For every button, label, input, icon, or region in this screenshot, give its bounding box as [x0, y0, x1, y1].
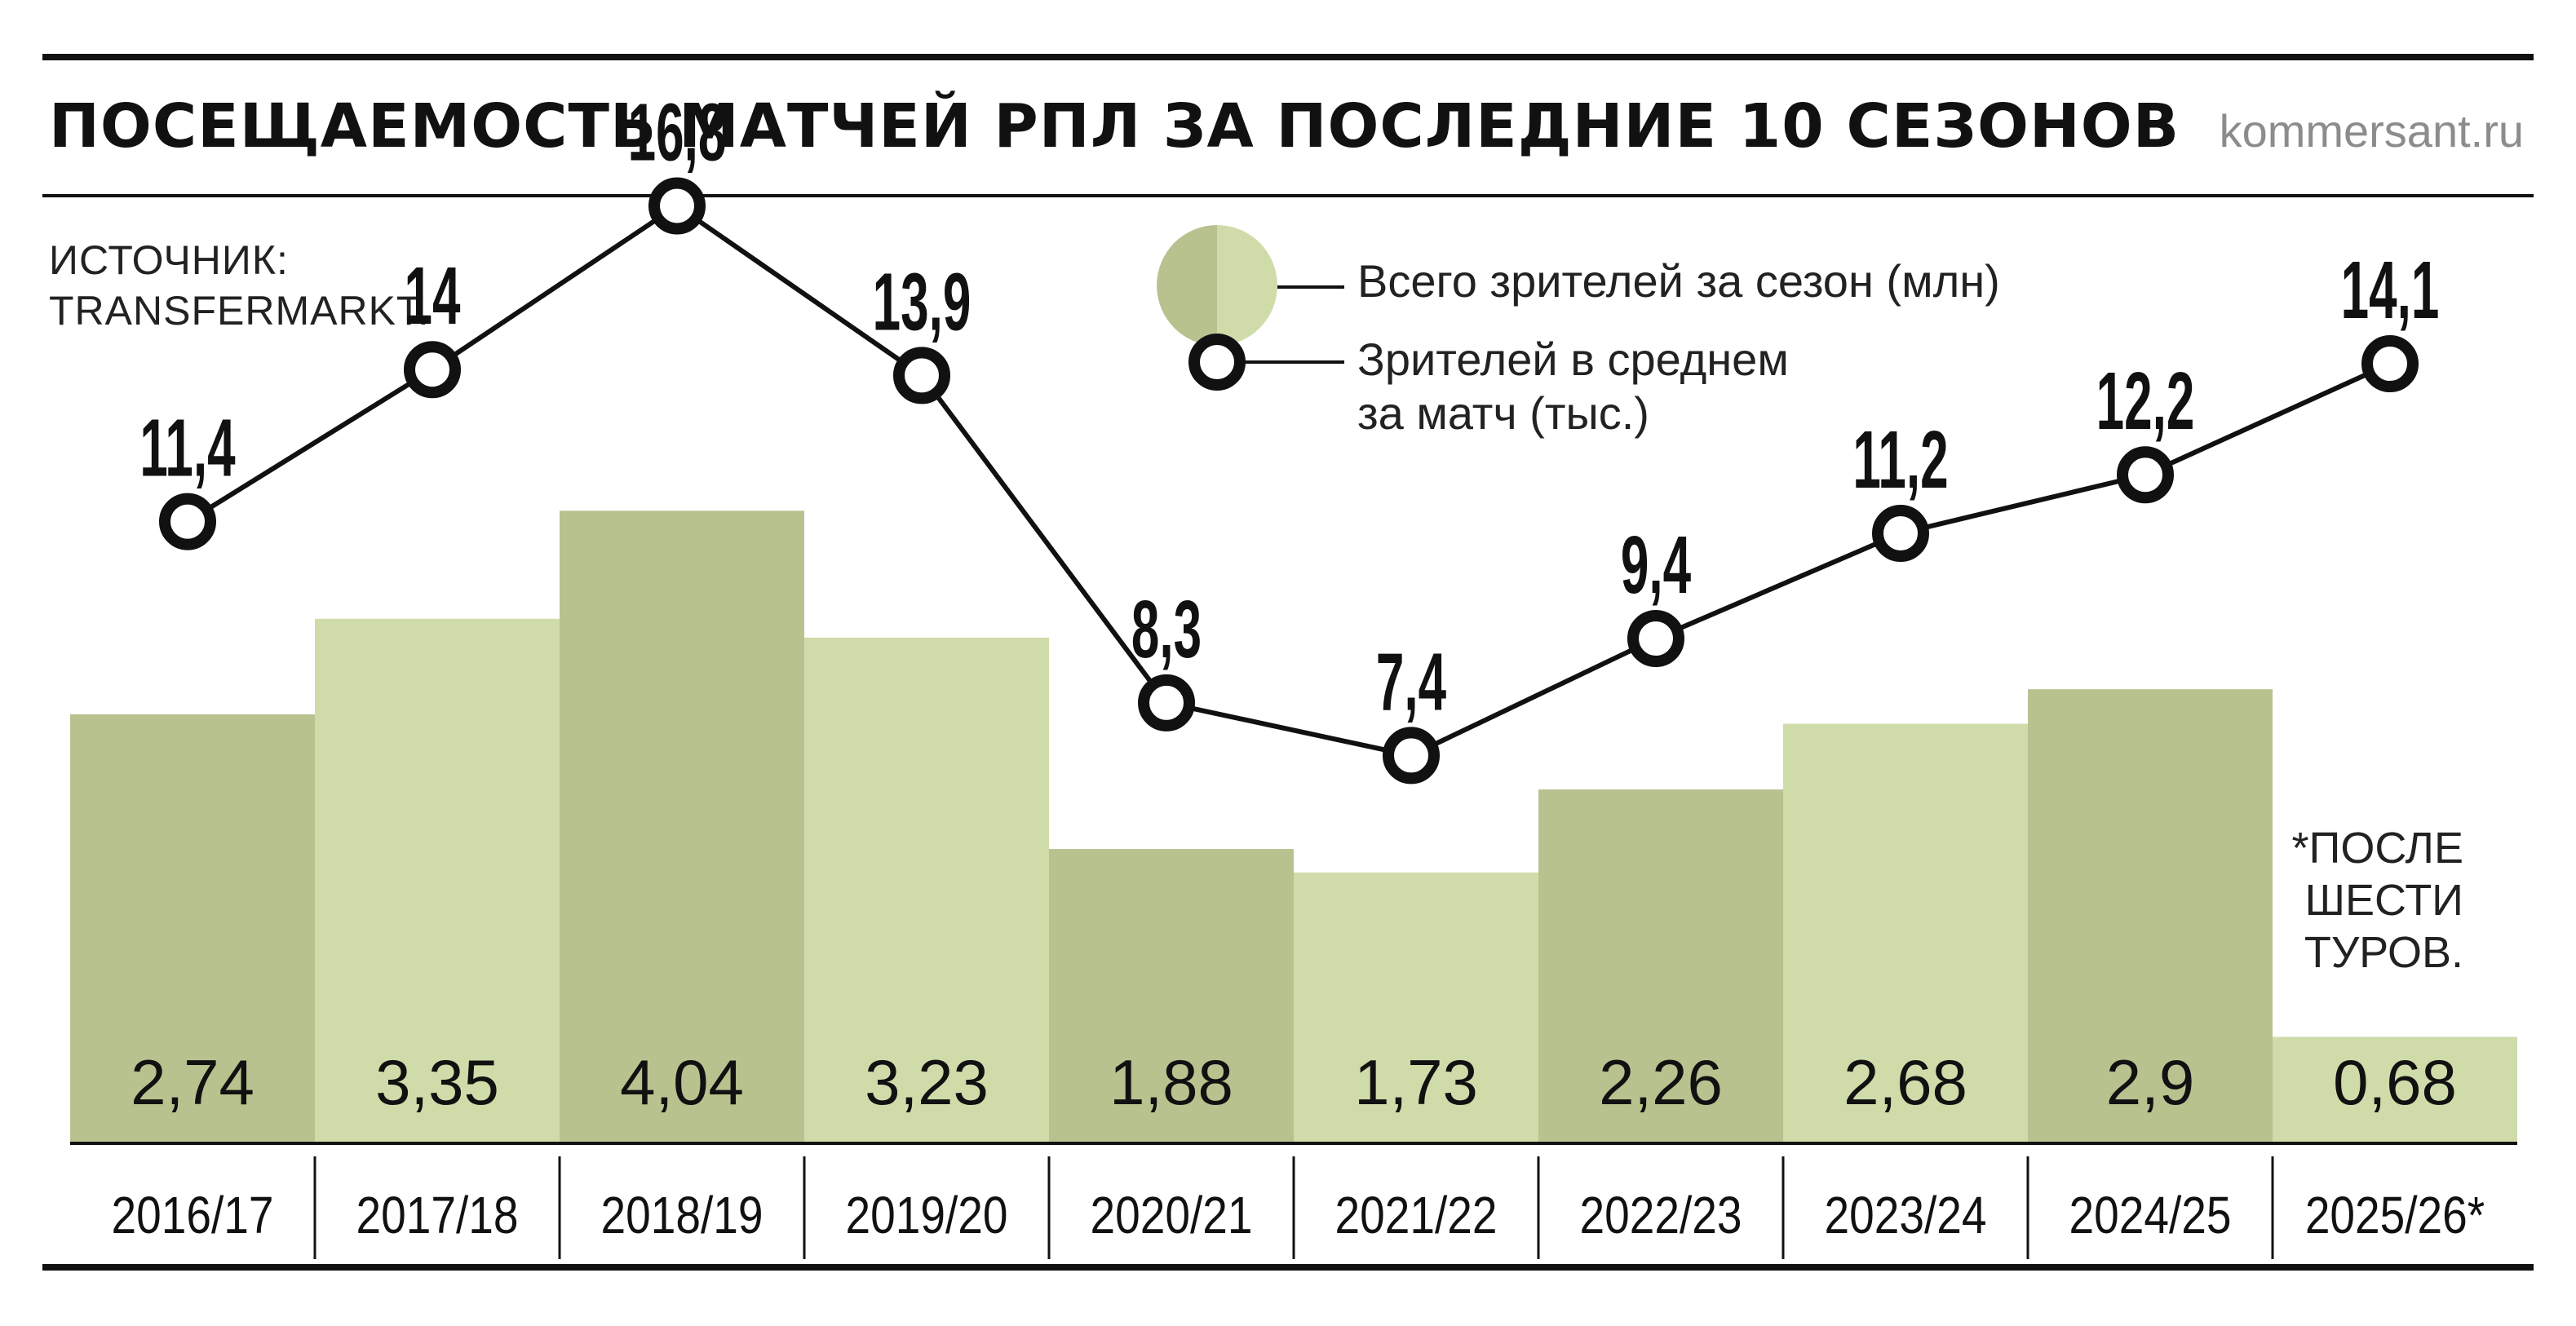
legend-line-label-1: Зрителей в среднем [1357, 334, 1789, 385]
x-tick-label: 2023/24 [1825, 1186, 1987, 1244]
bar-2025/26* [2273, 1036, 2517, 1143]
bar-value-label: 0,68 [2333, 1046, 2457, 1118]
bar-2020/21 [1049, 849, 1294, 1143]
legend-line-label: Зрителей в среднем за матч (тыс.) [1357, 333, 1789, 440]
line-value-label: 7,4 [1376, 636, 1446, 727]
line-value-label: 13,9 [873, 256, 972, 347]
source-label: ИСТОЧНИК: [49, 237, 289, 283]
chart-title: ПОСЕЩАЕМОСТЬ МАТЧЕЙ РПЛ ЗА ПОСЛЕДНИЕ 10 … [49, 91, 2180, 161]
x-tick-label: 2025/26* [2305, 1186, 2485, 1244]
x-tick-label: 2022/23 [1580, 1186, 1742, 1244]
line-point-2020/21 [1138, 674, 1195, 732]
bar-2017/18 [315, 618, 560, 1143]
bar-value-label: 3,23 [865, 1046, 989, 1118]
line-value-label: 11,4 [139, 402, 235, 493]
bar-value-label: 1,73 [1354, 1046, 1478, 1118]
x-tick-label: 2020/21 [1091, 1186, 1253, 1244]
average-attendance-line [186, 203, 2392, 758]
bar-2021/22 [1294, 872, 1538, 1143]
source-note: ИСТОЧНИК: TRANSFERMARKT. [49, 235, 430, 336]
line-point-2025/26* [2361, 335, 2419, 393]
legend-line-marker [1188, 334, 1246, 391]
footnote-line-3: ТУРОВ. [2304, 928, 2463, 977]
legend-line-label-2: за матч (тыс.) [1357, 387, 1649, 439]
line-point-2022/23 [1627, 610, 1684, 668]
line-value-label: 11,2 [1852, 414, 1948, 506]
bar-value-label: 3,35 [375, 1046, 499, 1118]
site-credit: kommersant.ru [2219, 105, 2524, 157]
line-point-2021/22 [1383, 727, 1440, 785]
footnote-line-1: *ПОСЛЕ [2291, 824, 2464, 873]
top-rule [42, 54, 2534, 60]
title-rule [42, 194, 2534, 197]
x-tick-label: 2016/17 [112, 1186, 274, 1244]
bar-value-label: 2,74 [131, 1046, 255, 1118]
line-point-2024/25 [2117, 446, 2174, 504]
legend-bars-label: Всего зрителей за сезон (млн) [1357, 255, 2000, 307]
bar-value-label: 4,04 [620, 1046, 744, 1118]
x-tick-label: 2021/22 [1335, 1186, 1498, 1244]
line-value-label: 16,8 [628, 86, 727, 178]
x-tick-label: 2017/18 [356, 1186, 519, 1244]
x-tick-label: 2019/20 [846, 1186, 1008, 1244]
bar-value-label: 2,26 [1599, 1046, 1723, 1118]
source-name: TRANSFERMARKT. [49, 288, 430, 334]
bar-value-label: 1,88 [1109, 1046, 1233, 1118]
line-value-label: 8,3 [1131, 584, 1202, 675]
bar-2024/25 [2028, 689, 2273, 1143]
line-point-2023/24 [1872, 504, 1929, 562]
bar-value-label: 2,9 [2106, 1046, 2194, 1118]
bar-2019/20 [804, 637, 1049, 1143]
line-value-label: 14,1 [2341, 245, 2440, 336]
footnote: *ПОСЛЕ ШЕСТИ ТУРОВ. [2268, 822, 2464, 979]
bar-value-label: 2,68 [1843, 1046, 1967, 1118]
line-value-label: 12,2 [2096, 356, 2195, 447]
line-point-2019/20 [893, 347, 950, 404]
x-tick-label: 2024/25 [2069, 1186, 2232, 1244]
line-value-label: 9,4 [1621, 519, 1691, 611]
bar-2016/17 [70, 714, 315, 1143]
line-value-label: 14 [405, 250, 461, 342]
line-point-2017/18 [404, 341, 461, 399]
x-tick-label: 2018/19 [601, 1186, 764, 1244]
footnote-line-2: ШЕСТИ [2304, 876, 2463, 925]
bar-2023/24 [1783, 723, 2028, 1143]
line-point-2016/17 [159, 493, 216, 550]
line-point-2018/19 [648, 177, 706, 235]
legend-bar-marker [1157, 225, 1277, 346]
bar-2022/23 [1538, 789, 1783, 1143]
bar-2018/19 [560, 511, 804, 1143]
